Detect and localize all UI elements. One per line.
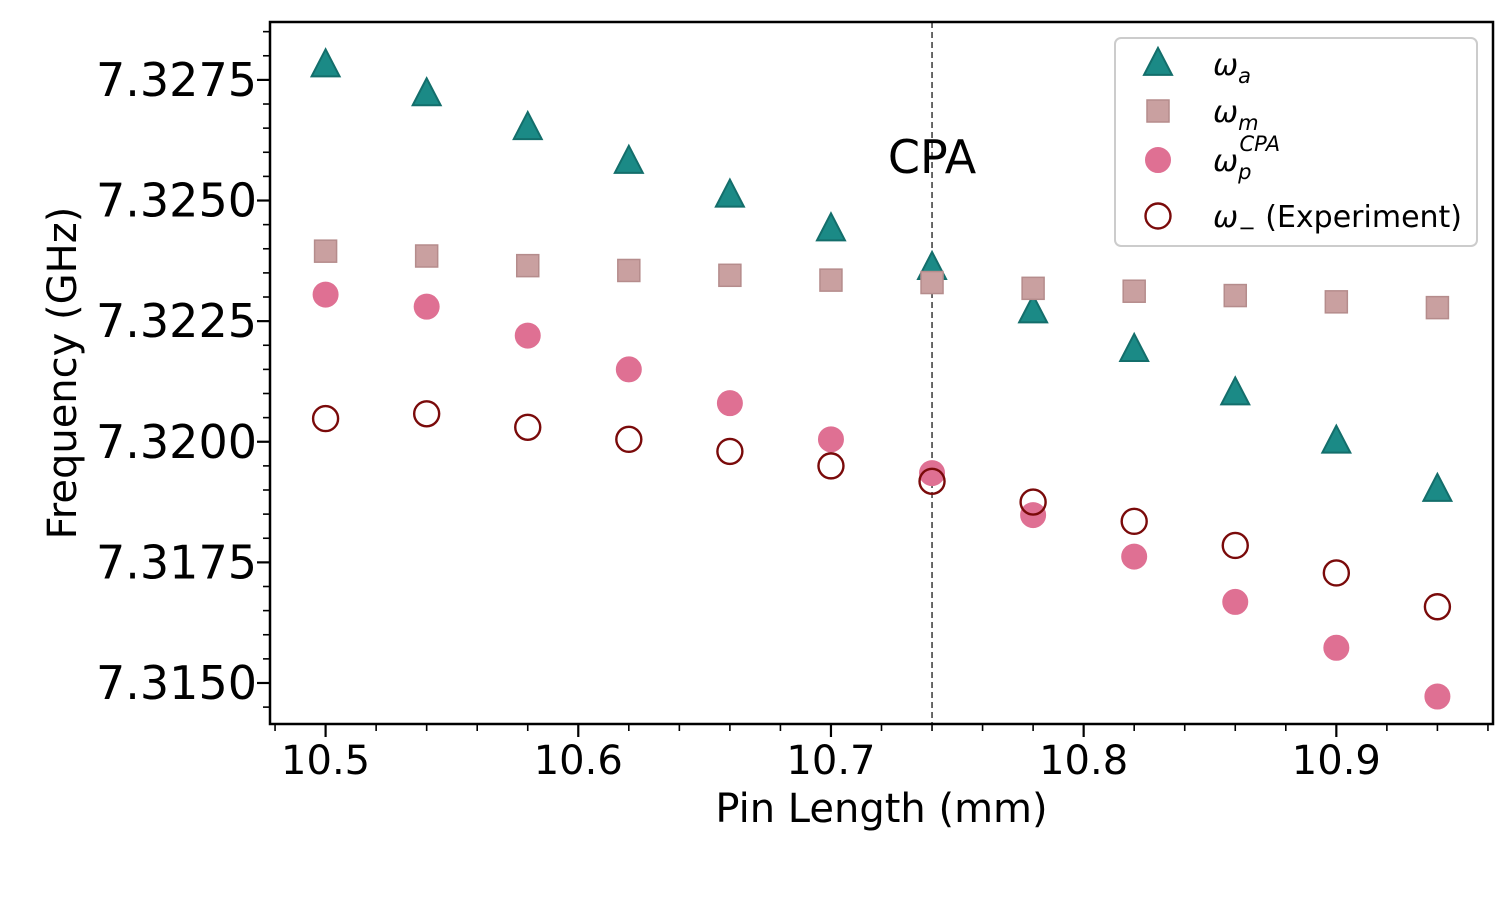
- cpa-label: CPA: [888, 130, 977, 184]
- y-tick-label: 7.3150: [96, 656, 257, 710]
- data-point: [613, 143, 645, 174]
- data-point: [1421, 471, 1454, 502]
- data-point: [1424, 683, 1451, 710]
- legend-label-sub: p: [1237, 160, 1251, 184]
- data-point: [514, 322, 541, 349]
- x-tick-label: 10.8: [1039, 738, 1128, 784]
- legend-label-base: ω: [1213, 200, 1238, 235]
- data-point: [1322, 559, 1351, 587]
- cpa-annotation: CPA: [888, 22, 977, 724]
- legend-label-sub: −: [1238, 216, 1256, 240]
- y-tick-label: 7.3225: [96, 294, 257, 348]
- legend-marker: [1142, 45, 1174, 76]
- legend-label: ωa: [1213, 48, 1251, 88]
- data-point: [1222, 588, 1249, 615]
- data-point: [920, 270, 944, 295]
- y-tick-label: 7.3250: [96, 174, 257, 228]
- x-tick-labels: 10.5 10.6 10.7 10.8 10.9: [281, 738, 1381, 784]
- x-tick-label: 10.6: [534, 738, 623, 784]
- data-point: [1324, 290, 1349, 314]
- legend-label: ω− (Experiment): [1213, 200, 1462, 240]
- data-point: [1423, 593, 1452, 621]
- data-point: [1223, 283, 1248, 308]
- legend-item: ωa: [1142, 45, 1251, 88]
- data-point: [617, 258, 641, 283]
- data-point: [1323, 634, 1350, 661]
- data-point: [515, 253, 540, 278]
- legend-label-sub: m: [1238, 111, 1258, 135]
- data-point: [714, 177, 746, 208]
- legend-label-base: ω: [1213, 48, 1238, 83]
- data-point: [1118, 331, 1150, 363]
- data-point: [716, 437, 744, 466]
- legend-label-sup: CPA: [1239, 132, 1280, 156]
- x-tick-label: 10.5: [281, 738, 370, 784]
- series-group: [313, 239, 1450, 320]
- x-tick-label: 10.9: [1292, 738, 1381, 784]
- data-point: [512, 109, 544, 141]
- x-tick-label: 10.7: [786, 738, 875, 784]
- series-layer: [309, 47, 1454, 710]
- legend-label-base: ω: [1213, 144, 1238, 179]
- data-point: [718, 263, 742, 288]
- data-point: [1425, 295, 1450, 320]
- major-ticks: [257, 78, 1338, 737]
- legend-item: ω− (Experiment): [1144, 200, 1462, 240]
- data-point: [819, 268, 843, 292]
- y-axis-title: Frequency (GHz): [40, 207, 86, 540]
- data-point: [1121, 543, 1148, 570]
- data-point: [414, 244, 439, 268]
- data-point: [312, 281, 339, 308]
- data-point: [311, 404, 340, 433]
- data-point: [514, 413, 542, 441]
- data-point: [1122, 279, 1146, 303]
- legend-label-sub: a: [1238, 64, 1251, 88]
- data-point: [1221, 531, 1249, 560]
- data-point: [1017, 293, 1049, 324]
- data-point: [817, 426, 844, 453]
- legend-label-base: ω: [1213, 95, 1238, 130]
- data-point: [413, 293, 440, 320]
- y-tick-label: 7.3275: [96, 53, 257, 107]
- legend-box: [1114, 37, 1478, 247]
- y-tick-labels: 7.3275 7.3250 7.3225 7.3200 7.3175 7.315…: [96, 53, 257, 710]
- data-point: [817, 452, 845, 480]
- data-point: [1320, 423, 1352, 454]
- legend-label: ωm: [1213, 95, 1259, 135]
- series-group: [311, 400, 1452, 621]
- legend-label: ωp CPA: [1213, 132, 1280, 184]
- legend-marker: [1144, 202, 1172, 230]
- data-point: [918, 467, 946, 496]
- data-point: [313, 239, 338, 263]
- plot-frame: [268, 20, 1495, 726]
- legend-label-rest: (Experiment): [1256, 200, 1462, 235]
- y-tick-label: 7.3175: [96, 535, 257, 589]
- data-point: [815, 211, 847, 242]
- series-group: [309, 47, 1454, 502]
- legend-item: ωp CPA: [1145, 132, 1280, 184]
- data-point: [615, 356, 642, 383]
- data-point: [919, 460, 946, 487]
- x-axis-title: Pin Length (mm): [715, 786, 1047, 832]
- data-point: [1019, 488, 1047, 516]
- data-point: [1021, 276, 1045, 301]
- legend-marker: [1146, 99, 1170, 123]
- data-point: [309, 47, 342, 78]
- data-point: [412, 400, 441, 428]
- data-point: [716, 390, 743, 417]
- y-tick-label: 7.3200: [96, 415, 257, 469]
- legend-marker: [1145, 147, 1171, 173]
- legend-item: ωm: [1146, 95, 1259, 135]
- data-point: [1219, 375, 1251, 406]
- data-point: [615, 425, 643, 454]
- data-point: [1120, 507, 1148, 536]
- series-group: [312, 281, 1451, 710]
- data-point: [411, 76, 443, 107]
